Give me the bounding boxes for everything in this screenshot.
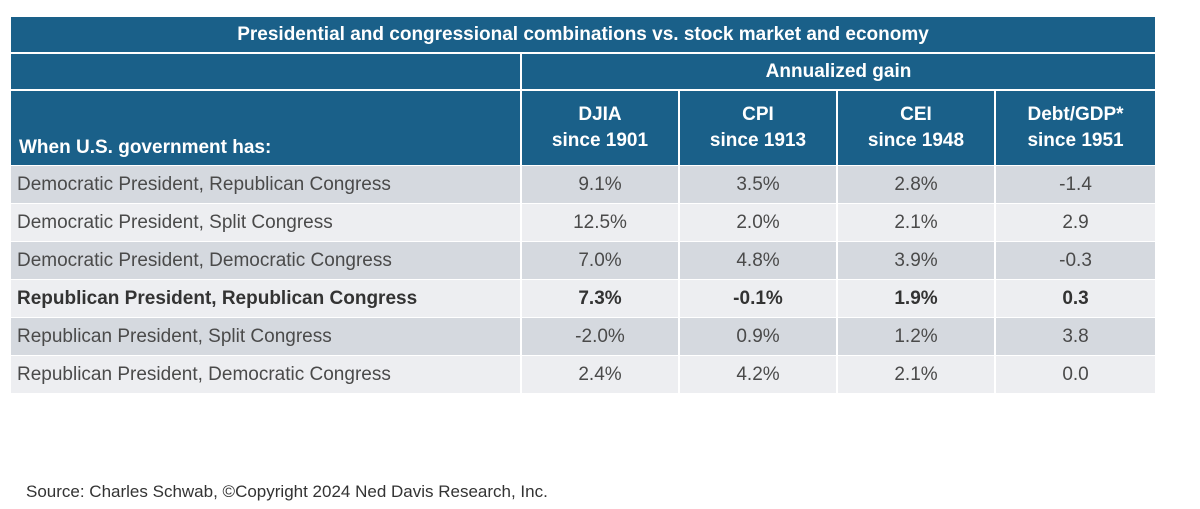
table-row: Republican President, Democratic Congres… (11, 355, 1156, 393)
cell-djia: 7.3% (521, 279, 680, 318)
cell-debt-gdp: 0.0 (995, 355, 1156, 393)
cell-cpi: 4.2% (679, 355, 838, 393)
column-header-djia: DJIA since 1901 (521, 90, 680, 166)
column-header-line1: CPI (742, 104, 774, 125)
cell-cei: 2.8% (837, 165, 996, 204)
cell-djia: 12.5% (521, 203, 680, 242)
cell-cpi: 4.8% (679, 241, 838, 280)
table-row: Democratic President, Split Congress 12.… (11, 203, 1156, 242)
table-row: Republican President, Republican Congres… (11, 279, 1156, 318)
cell-debt-gdp: -1.4 (995, 165, 1156, 204)
group-header-spacer (11, 53, 522, 91)
cell-djia: -2.0% (521, 317, 680, 356)
cell-djia: 7.0% (521, 241, 680, 280)
cell-djia: 9.1% (521, 165, 680, 204)
table-row: Republican President, Split Congress -2.… (11, 317, 1156, 356)
row-header-label: When U.S. government has: (11, 90, 522, 166)
column-header-line2: since 1913 (709, 130, 807, 151)
column-header-cpi: CPI since 1913 (679, 90, 838, 166)
data-table-container: Presidential and congressional combinati… (11, 17, 1156, 393)
column-header-line1: DJIA (578, 104, 622, 125)
cell-cei: 2.1% (837, 355, 996, 393)
table-title: Presidential and congressional combinati… (11, 17, 1156, 54)
table-row: Democratic President, Republican Congres… (11, 165, 1156, 204)
row-label: Democratic President, Republican Congres… (11, 165, 522, 204)
cell-debt-gdp: 3.8 (995, 317, 1156, 356)
row-label: Republican President, Republican Congres… (11, 279, 522, 318)
cell-cei: 3.9% (837, 241, 996, 280)
column-header-line2: since 1948 (867, 130, 965, 151)
column-header-debt-gdp: Debt/GDP* since 1951 (995, 90, 1156, 166)
cell-cpi: 0.9% (679, 317, 838, 356)
cell-debt-gdp: 0.3 (995, 279, 1156, 318)
cell-debt-gdp: 2.9 (995, 203, 1156, 242)
row-label: Democratic President, Democratic Congres… (11, 241, 522, 280)
row-label: Democratic President, Split Congress (11, 203, 522, 242)
cell-cpi: -0.1% (679, 279, 838, 318)
column-header-line1: CEI (900, 104, 932, 125)
cell-cpi: 2.0% (679, 203, 838, 242)
cell-cei: 1.9% (837, 279, 996, 318)
source-caption: Source: Charles Schwab, ©Copyright 2024 … (26, 482, 548, 501)
column-header-line2: since 1901 (551, 130, 649, 151)
row-label: Republican President, Split Congress (11, 317, 522, 356)
cell-cei: 2.1% (837, 203, 996, 242)
row-label: Republican President, Democratic Congres… (11, 355, 522, 393)
column-header-cei: CEI since 1948 (837, 90, 996, 166)
column-header-line2: since 1951 (1027, 130, 1124, 151)
data-table: Presidential and congressional combinati… (11, 17, 1156, 393)
cell-cpi: 3.5% (679, 165, 838, 204)
cell-cei: 1.2% (837, 317, 996, 356)
table-row: Democratic President, Democratic Congres… (11, 241, 1156, 280)
column-header-line1: Debt/GDP* (1027, 104, 1124, 125)
cell-djia: 2.4% (521, 355, 680, 393)
cell-debt-gdp: -0.3 (995, 241, 1156, 280)
group-header-annualized-gain: Annualized gain (521, 53, 1156, 91)
